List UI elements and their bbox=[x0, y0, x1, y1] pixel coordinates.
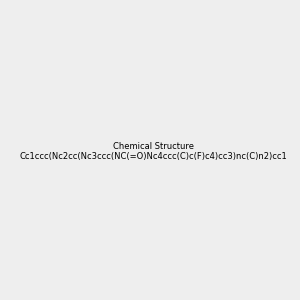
Text: Chemical Structure
Cc1ccc(Nc2cc(Nc3ccc(NC(=O)Nc4ccc(C)c(F)c4)cc3)nc(C)n2)cc1: Chemical Structure Cc1ccc(Nc2cc(Nc3ccc(N… bbox=[20, 142, 288, 161]
